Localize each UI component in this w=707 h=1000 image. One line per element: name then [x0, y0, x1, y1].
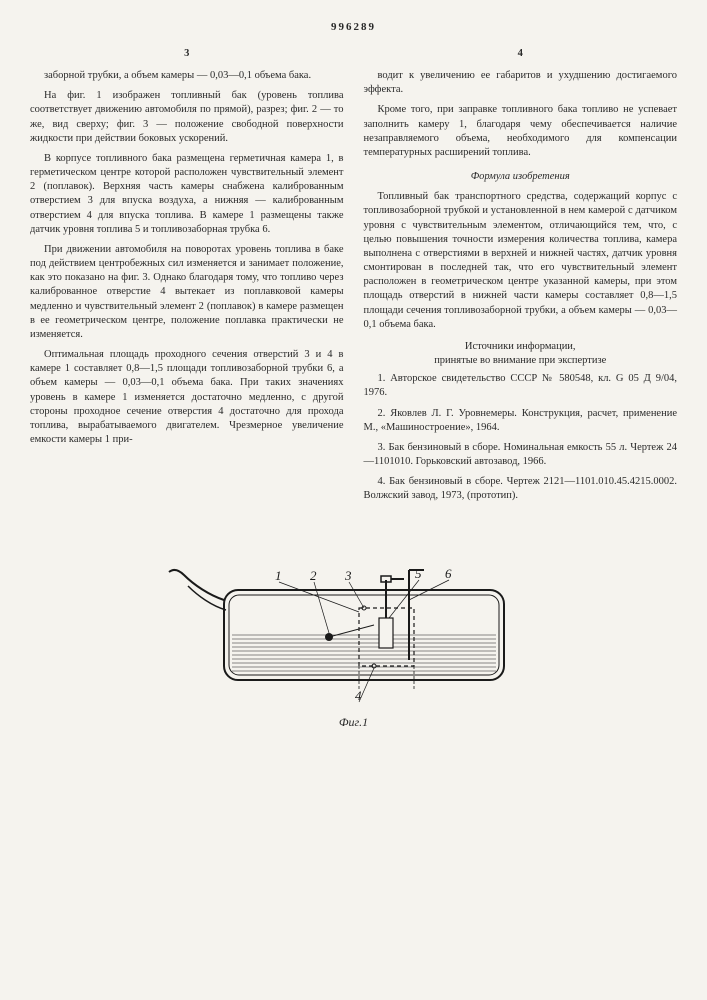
reference-item: 1. Авторское свидетельство СССР № 580548…	[364, 372, 678, 400]
claim-heading: Формула изобретения	[364, 170, 678, 184]
svg-text:2: 2	[310, 568, 317, 583]
text-columns: 3 заборной трубки, а объем камеры — 0,03…	[30, 47, 677, 510]
patent-number: 996289	[30, 20, 677, 35]
body-text: При движении автомобиля на поворотах уро…	[30, 243, 344, 342]
reference-item: 3. Бак бензиновый в сборе. Номинальная е…	[364, 441, 678, 469]
body-text: заборной трубки, а объем камеры — 0,03—0…	[30, 69, 344, 83]
body-text: Кроме того, при заправке топливного бака…	[364, 103, 678, 160]
svg-text:3: 3	[344, 568, 352, 583]
body-text: В корпусе топливного бака размещена герм…	[30, 152, 344, 237]
svg-text:5: 5	[415, 566, 422, 581]
references-heading: Источники информации, принятые во вниман…	[364, 340, 678, 368]
body-text: Оптимальная площадь проходного сечения о…	[30, 348, 344, 447]
svg-text:6: 6	[445, 566, 452, 581]
right-column: 4 водит к увеличению ее габаритов и ухуд…	[364, 47, 678, 510]
left-col-number: 3	[30, 47, 344, 61]
reference-item: 4. Бак бензиновый в сборе. Чертеж 2121—1…	[364, 475, 678, 503]
figure-1: 1 2 3 5 6 4 Фиг.1	[30, 540, 677, 730]
reference-item: 2. Яковлев Л. Г. Уровнемеры. Конструкция…	[364, 407, 678, 435]
body-text: На фиг. 1 изображен топливный бак (урове…	[30, 89, 344, 146]
svg-text:4: 4	[355, 688, 362, 703]
figure-caption: Фиг.1	[30, 714, 677, 730]
svg-text:1: 1	[275, 568, 282, 583]
right-col-number: 4	[364, 47, 678, 61]
claim-text: Топливный бак транспортного средства, со…	[364, 190, 678, 332]
left-column: 3 заборной трубки, а объем камеры — 0,03…	[30, 47, 344, 510]
body-text: водит к увеличению ее габаритов и ухудше…	[364, 69, 678, 97]
fuel-tank-diagram: 1 2 3 5 6 4	[164, 540, 544, 710]
